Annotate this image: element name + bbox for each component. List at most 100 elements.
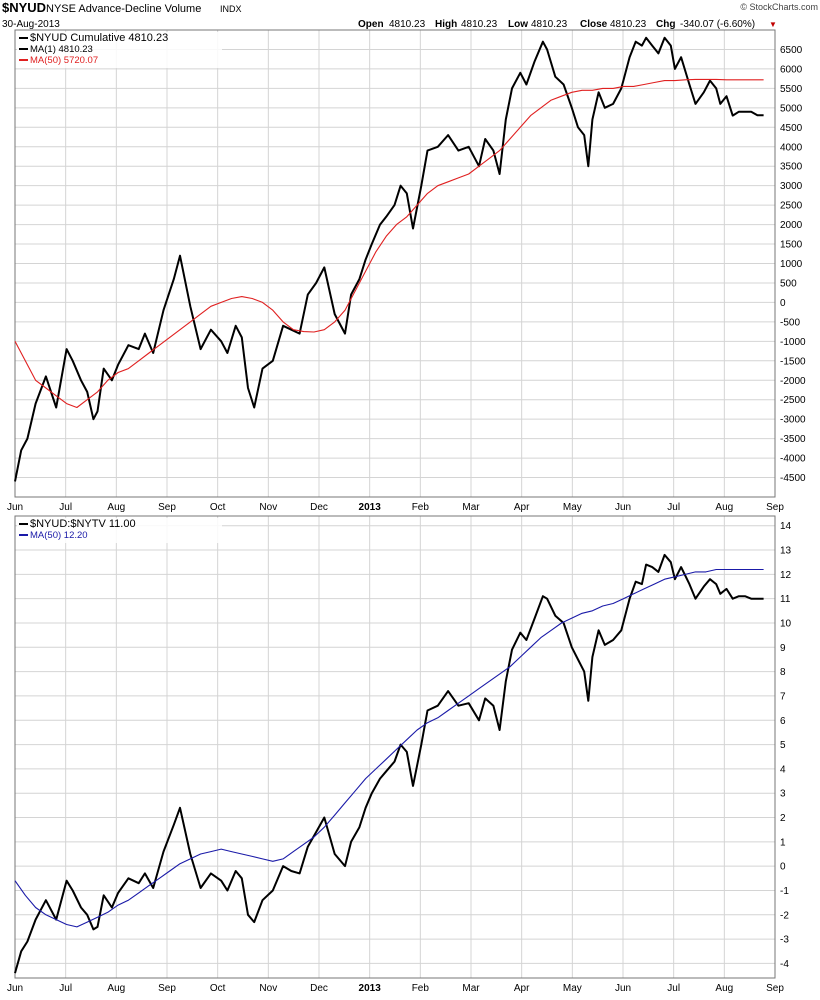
low-value: 4810.23 — [531, 19, 568, 30]
y-tick-label: 5 — [780, 740, 786, 751]
y-tick-label: 6 — [780, 716, 786, 727]
y-tick-label: -3 — [780, 935, 789, 946]
x-tick-label: Jul — [59, 502, 72, 513]
chg-label: Chg — [656, 19, 675, 30]
ohlc-bar: Open 4810.23 High 4810.23 Low 4810.23 Cl… — [358, 19, 777, 30]
chg-value: -340.07 (-6.60%) — [680, 19, 755, 30]
y-tick-label: -1 — [780, 886, 789, 897]
close-value: 4810.23 — [610, 19, 647, 30]
legend-entry: $NYUD Cumulative 4810.23 — [30, 32, 168, 44]
y-tick-label: -4000 — [780, 454, 806, 465]
panel-frame — [14, 29, 776, 498]
high-value: 4810.23 — [461, 19, 498, 30]
y-tick-label: 1500 — [780, 240, 803, 251]
y-tick-label: 4500 — [780, 123, 803, 134]
x-tick-label: May — [563, 502, 582, 513]
x-tick-label: Mar — [462, 502, 480, 513]
y-tick-label: 1 — [780, 837, 786, 848]
close-label: Close — [580, 19, 608, 30]
x-tick-label: Sep — [158, 983, 176, 994]
x-tick-label: Oct — [210, 502, 226, 513]
x-tick-label: Jul — [59, 983, 72, 994]
y-tick-label: 5000 — [780, 103, 803, 114]
legend-entry: MA(50) 12.20 — [30, 530, 88, 541]
y-tick-label: -2500 — [780, 395, 806, 406]
x-tick-label: 2013 — [359, 502, 382, 513]
x-tick-label: Jun — [7, 502, 23, 513]
y-tick-label: -1500 — [780, 356, 806, 367]
y-tick-label: 0 — [780, 862, 786, 873]
x-tick-label: Dec — [310, 983, 328, 994]
x-tick-label: Oct — [210, 983, 226, 994]
x-tick-label: Aug — [715, 983, 733, 994]
legend-entry: MA(1) 4810.23 — [30, 44, 93, 55]
x-tick-label: Sep — [766, 502, 784, 513]
legend-entry: $NYUD:$NYTV 11.00 — [30, 518, 136, 530]
x-tick-label: Jun — [7, 983, 23, 994]
exchange-label: INDX — [220, 4, 242, 14]
x-tick-label: Nov — [259, 502, 277, 513]
y-tick-label: 1000 — [780, 259, 803, 270]
y-tick-label: 8 — [780, 667, 786, 678]
y-tick-label: -1000 — [780, 337, 806, 348]
y-tick-label: -4500 — [780, 473, 806, 484]
chart-date: 30-Aug-2013 — [2, 19, 60, 30]
ma-series-line — [14, 568, 764, 928]
x-tick-label: Jul — [667, 502, 680, 513]
panel-frame — [14, 515, 776, 979]
y-tick-label: 2 — [780, 813, 786, 824]
low-label: Low — [508, 19, 528, 30]
down-arrow-icon: ▼ — [769, 20, 777, 29]
y-tick-label: 10 — [780, 618, 792, 629]
y-tick-label: -2 — [780, 910, 789, 921]
legend-bg — [17, 32, 222, 68]
x-tick-label: 2013 — [359, 983, 382, 994]
y-tick-label: 13 — [780, 546, 792, 557]
x-tick-label: Jun — [615, 502, 631, 513]
legend-bg — [17, 518, 222, 543]
x-tick-label: Sep — [766, 983, 784, 994]
x-tick-label: Feb — [412, 502, 430, 513]
y-tick-label: -3500 — [780, 434, 806, 445]
open-label: Open — [358, 19, 384, 30]
y-tick-label: 9 — [780, 643, 786, 654]
y-tick-label: 4 — [780, 764, 786, 775]
y-tick-label: 4000 — [780, 142, 803, 153]
open-value: 4810.23 — [389, 19, 426, 30]
y-tick-label: 11 — [780, 594, 791, 605]
x-tick-label: Aug — [715, 502, 733, 513]
y-tick-label: 2000 — [780, 220, 803, 231]
y-tick-label: 3 — [780, 789, 786, 800]
y-tick-label: 14 — [780, 521, 792, 532]
x-tick-label: Jun — [615, 983, 631, 994]
y-tick-label: 2500 — [780, 201, 803, 212]
watermark: © StockCharts.com — [740, 2, 818, 12]
y-tick-label: 3000 — [780, 181, 803, 192]
y-tick-label: -500 — [780, 317, 800, 328]
price-series-line — [14, 553, 764, 974]
x-tick-label: Apr — [514, 502, 530, 513]
high-label: High — [435, 19, 457, 30]
price-series-line — [14, 36, 764, 482]
y-tick-label: 6000 — [780, 64, 803, 75]
y-tick-label: 7 — [780, 691, 786, 702]
legend-entry: MA(50) 5720.07 — [30, 55, 98, 66]
x-tick-label: May — [563, 983, 582, 994]
y-tick-label: 500 — [780, 278, 797, 289]
y-tick-label: -3000 — [780, 415, 806, 426]
y-tick-label: 5500 — [780, 84, 803, 95]
y-tick-label: 0 — [780, 298, 786, 309]
x-tick-label: Mar — [462, 983, 480, 994]
x-tick-label: Dec — [310, 502, 328, 513]
x-tick-label: Apr — [514, 983, 530, 994]
y-tick-label: -2000 — [780, 376, 806, 387]
y-tick-label: -4 — [780, 959, 789, 970]
x-tick-label: Feb — [412, 983, 430, 994]
ma-series-line — [14, 78, 764, 409]
x-tick-label: Nov — [259, 983, 277, 994]
symbol-title: $NYUD — [2, 0, 46, 15]
cumulative-panel: 6500600055005000450040003500300025002000… — [7, 29, 806, 513]
